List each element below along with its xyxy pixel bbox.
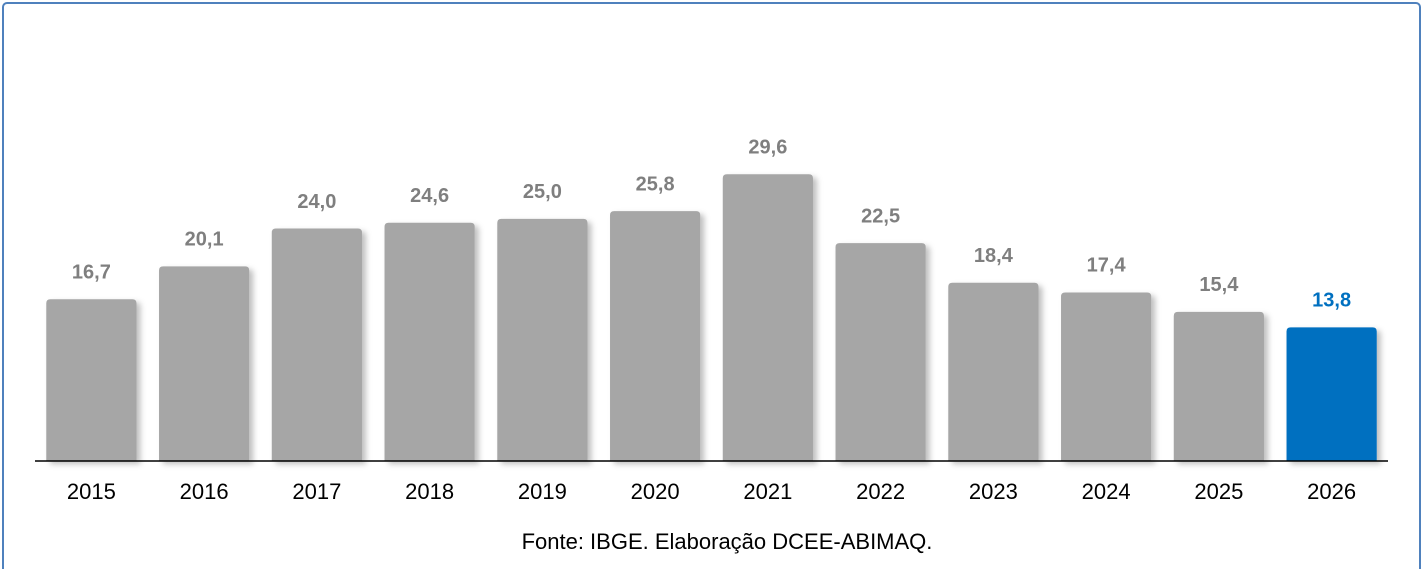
data-label: 13,8 <box>1312 290 1351 312</box>
x-tick-label: 2018 <box>405 479 454 504</box>
data-label: 29,6 <box>748 137 787 159</box>
x-tick-label: 2026 <box>1307 479 1356 504</box>
x-tick-label: 2022 <box>856 479 905 504</box>
bar <box>835 243 926 461</box>
source-note: Fonte: IBGE. Elaboração DCEE-ABIMAQ. <box>522 529 933 554</box>
bar <box>610 211 701 461</box>
bar <box>1286 327 1377 461</box>
x-tick-label: 2024 <box>1082 479 1131 504</box>
bar <box>384 222 475 461</box>
x-tick-label: 2023 <box>969 479 1018 504</box>
x-tick-label: 2017 <box>292 479 341 504</box>
data-label: 22,5 <box>861 205 900 227</box>
data-label: 18,4 <box>974 245 1014 267</box>
data-label: 25,8 <box>636 173 675 195</box>
bar <box>159 266 250 461</box>
bar <box>497 218 588 461</box>
bar <box>1061 292 1152 461</box>
x-tick-label: 2025 <box>1194 479 1243 504</box>
bar <box>948 282 1039 461</box>
data-label: 17,4 <box>1087 255 1127 277</box>
bar <box>1173 311 1264 461</box>
bar <box>722 174 813 461</box>
x-tick-label: 2019 <box>518 479 567 504</box>
data-label: 16,7 <box>72 262 111 284</box>
bar <box>271 228 362 461</box>
data-label: 20,1 <box>185 229 224 251</box>
x-tick-label: 2015 <box>67 479 116 504</box>
x-tick-label: 2021 <box>743 479 792 504</box>
data-label: 24,6 <box>410 185 449 207</box>
data-label: 25,0 <box>523 181 562 203</box>
x-tick-label: 2016 <box>180 479 229 504</box>
x-tick-label: 2020 <box>631 479 680 504</box>
data-label: 15,4 <box>1199 274 1239 296</box>
bar <box>46 299 137 461</box>
data-label: 24,0 <box>297 191 336 213</box>
